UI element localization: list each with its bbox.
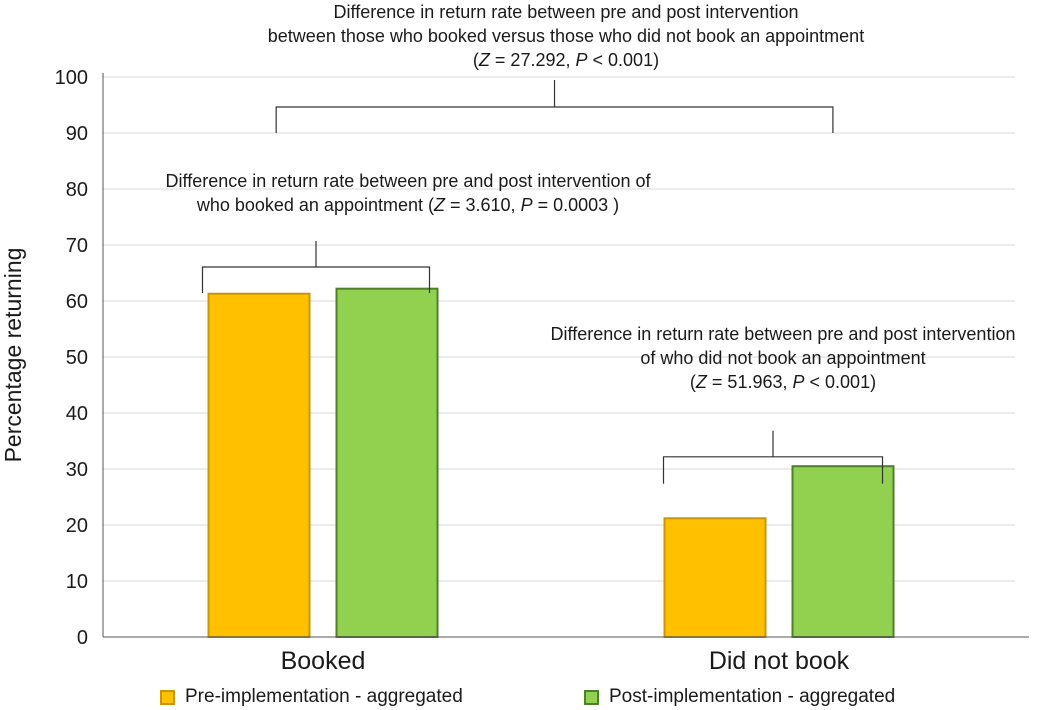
legend-item-pre: Pre-implementation - aggregated (160, 686, 463, 708)
annotation-overall-line-1: Difference in return rate between pre an… (334, 2, 799, 22)
axes: 0 10 20 30 40 50 60 70 80 90 100 Booked Did not book (55, 67, 1029, 675)
bracket-booked (201, 241, 431, 293)
y-tick-label-20: 20 (66, 515, 88, 537)
y-tick-label-0: 0 (77, 627, 88, 649)
legend-label-post: Post-implementation - aggregated (609, 686, 896, 707)
bar-post-booked (335, 287, 439, 638)
y-tick-label-90: 90 (66, 123, 88, 145)
bar-pre-did-not-book (663, 517, 767, 639)
annotation-overall-line-2: between those who booked versus those wh… (268, 26, 864, 46)
annotation-notbooked-line-3: (Z = 51.963, P < 0.001) (690, 372, 876, 392)
y-tick-label-100: 100 (55, 67, 88, 89)
bar-post-did-not-book (791, 465, 895, 639)
legend-swatch-post (584, 689, 599, 705)
annotation-overall-line-3: (Z = 27.292, P < 0.001) (473, 50, 659, 70)
bar-pre-booked (207, 292, 311, 638)
x-tick-label-booked: Booked (281, 647, 366, 675)
y-tick-label-40: 40 (66, 403, 88, 425)
bracket-overall (275, 80, 834, 133)
legend-item-post: Post-implementation - aggregated (584, 686, 895, 708)
y-tick-label-10: 10 (66, 571, 88, 593)
annotation-booked-line-1: Difference in return rate between pre an… (166, 171, 652, 191)
y-tick-label-30: 30 (66, 459, 88, 481)
y-tick-label-60: 60 (66, 291, 88, 313)
annotation-notbooked-line-2: of who did not book an appointment (640, 348, 925, 368)
y-tick-label-70: 70 (66, 235, 88, 257)
legend: Pre-implementation - aggregated Post-imp… (0, 686, 1063, 710)
y-tick-label-50: 50 (66, 347, 88, 369)
annotation-notbooked-line-1: Difference in return rate between pre an… (551, 324, 1016, 344)
legend-label-pre: Pre-implementation - aggregated (185, 686, 463, 707)
x-tick-label-did-not-book: Did not book (709, 647, 850, 675)
y-tick-label-80: 80 (66, 179, 88, 201)
annotation-booked-line-2: who booked an appointment (Z = 3.610, P … (196, 195, 619, 215)
y-axis-label: Percentage returning (0, 248, 26, 463)
bar-chart: 0 10 20 30 40 50 60 70 80 90 100 Booked Did not book… (0, 2, 1029, 675)
annotations: Difference in return rate between pre an… (166, 2, 1016, 392)
bracket-not-booked (662, 430, 884, 484)
legend-swatch-pre (160, 689, 175, 705)
significance-brackets (201, 80, 884, 484)
